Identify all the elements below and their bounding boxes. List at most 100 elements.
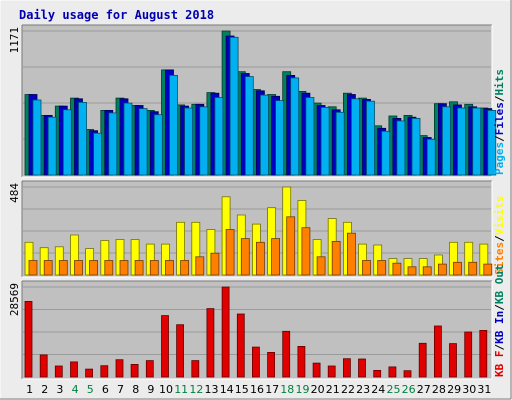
x-tick-label-day-15: 15: [235, 383, 249, 396]
bar-kb-f-day-26: [403, 370, 412, 378]
y-max-label: 28569: [8, 283, 21, 316]
bar-pages-day-9: [153, 114, 163, 176]
bar-sites-day-8: [134, 260, 144, 276]
x-tick-label-day-2: 2: [41, 383, 48, 396]
bar-kb-f-day-31: [479, 329, 488, 378]
bar-sites-day-6: [104, 260, 114, 276]
chart-title: Daily usage for August 2018: [19, 8, 214, 22]
x-tick-label-day-22: 22: [341, 383, 355, 396]
bar-kb-f-day-8: [130, 363, 139, 378]
bar-pages-day-11: [184, 107, 194, 176]
x-tick-label-day-25: 25: [387, 383, 401, 396]
bar-pages-day-31: [487, 110, 497, 176]
x-tick-label-day-24: 24: [371, 383, 385, 396]
x-tick-label-day-12: 12: [189, 383, 203, 396]
x-tick-label-day-4: 4: [72, 383, 79, 396]
bar-sites-day-29: [453, 261, 462, 276]
legend-pages: Pages: [493, 142, 506, 175]
y-max-label: 484: [8, 183, 21, 203]
x-tick-label-day-5: 5: [87, 383, 94, 396]
bar-sites-day-4: [74, 260, 83, 276]
bar-pages-day-16: [259, 94, 269, 176]
bar-sites-day-3: [58, 260, 68, 276]
x-tick-label-day-23: 23: [356, 383, 370, 396]
bar-sites-day-9: [149, 260, 159, 276]
bar-kb-f-day-24: [373, 369, 382, 378]
bar-kb-f-day-11: [176, 324, 185, 378]
bar-sites-day-12: [195, 256, 205, 276]
bar-pages-day-25: [396, 120, 406, 176]
bar-kb-f-day-16: [251, 346, 260, 378]
legend-separator: /: [493, 235, 506, 242]
bar-sites-day-24: [377, 260, 387, 276]
bar-sites-day-28: [437, 263, 447, 276]
bar-sites-day-18: [286, 216, 296, 276]
x-tick-label-day-1: 1: [26, 383, 33, 396]
x-tick-label-day-14: 14: [220, 383, 234, 396]
bar-pages-day-29: [457, 107, 466, 176]
bar-pages-day-20: [320, 107, 330, 176]
bar-pages-day-24: [381, 130, 391, 176]
bar-pages-day-5: [93, 132, 102, 176]
x-tick-label-day-10: 10: [159, 383, 173, 396]
x-tick-label-day-6: 6: [102, 383, 109, 396]
bar-kb-f-day-20: [312, 362, 321, 378]
series-legend: Pages/Files/Hits: [493, 69, 506, 175]
x-tick-label-day-3: 3: [56, 383, 63, 396]
bar-pages-day-15: [244, 76, 254, 176]
bar-pages-day-3: [62, 109, 72, 176]
bar-sites-day-26: [407, 266, 417, 276]
legend-files: Files: [493, 102, 506, 135]
bar-kb-f-day-2: [39, 354, 48, 378]
bar-sites-day-15: [240, 238, 250, 276]
legend-separator: /: [493, 304, 506, 311]
bar-kb-f-day-29: [449, 343, 457, 378]
bar-sites-day-27: [422, 266, 432, 276]
x-tick-label-day-26: 26: [402, 383, 416, 396]
bar-kb-f-day-21: [327, 365, 336, 378]
x-tick-label-day-16: 16: [250, 383, 264, 396]
bar-kb-f-day-6: [100, 365, 109, 378]
bar-kb-f-day-17: [267, 351, 276, 378]
bar-pages-day-28: [441, 106, 451, 176]
bar-kb-f-day-3: [54, 365, 63, 378]
bar-pages-day-14: [229, 36, 239, 176]
x-tick-label-day-18: 18: [280, 383, 294, 396]
x-tick-label-day-29: 29: [447, 383, 461, 396]
bar-sites-day-23: [362, 260, 371, 276]
x-tick-label-day-30: 30: [462, 383, 476, 396]
bar-kb-f-day-19: [297, 345, 306, 378]
bar-pages-day-12: [199, 106, 209, 176]
legend-kb-f: KB F: [493, 351, 506, 378]
x-tick-label-day-11: 11: [174, 383, 188, 396]
chart-panels: 1171Pages/Files/Hits484Sites/Visits28569…: [8, 24, 506, 380]
legend-kb-out: KB Out: [493, 264, 506, 304]
bar-sites-day-7: [119, 260, 129, 276]
bar-kb-f-day-7: [115, 359, 124, 378]
bar-kb-f-day-18: [282, 330, 291, 378]
bar-kb-f-day-13: [206, 308, 215, 378]
panel-visits-sites: 484 Sites/Visits: [8, 180, 506, 278]
legend-separator: /: [493, 95, 506, 102]
bar-kb-f-day-9: [145, 360, 154, 378]
legend-separator: /: [493, 344, 506, 351]
bar-kb-f-day-22: [342, 358, 351, 378]
x-axis-labels: 1 2 3 4 5 6 7 8 9 10 11 12 13 14 15 16 17 18 19 20 21 22 23 24 2…: [26, 383, 491, 396]
x-tick-label-day-28: 28: [432, 383, 446, 396]
bar-pages-day-2: [47, 116, 57, 176]
x-tick-label-day-21: 21: [326, 383, 340, 396]
x-tick-label-day-27: 27: [417, 383, 431, 396]
x-tick-label-day-13: 13: [205, 383, 219, 396]
x-tick-label-day-19: 19: [296, 383, 310, 396]
bar-sites-day-17: [271, 238, 281, 276]
bar-pages-day-4: [78, 102, 87, 176]
bar-kb-f-day-25: [388, 366, 397, 378]
bar-pages-day-17: [275, 100, 285, 176]
x-tick-label-day-17: 17: [265, 383, 279, 396]
bar-sites-day-1: [28, 260, 38, 276]
bar-pages-day-22: [350, 98, 360, 176]
